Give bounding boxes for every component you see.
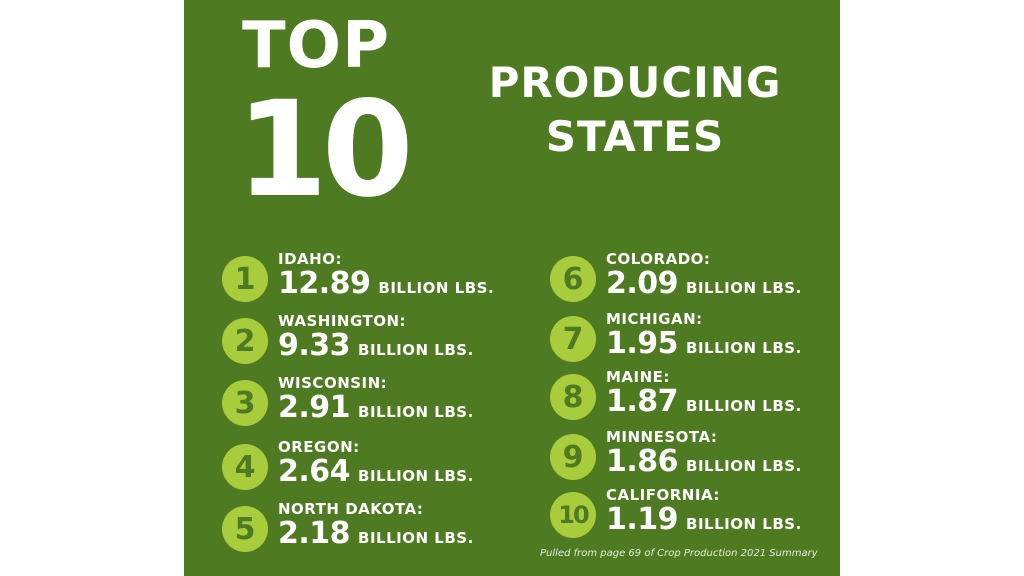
state-name: MICHIGAN: [606,310,703,328]
subtitle-line-1: PRODUCING [488,58,782,107]
value-line: 1.86 BILLION LBS. [606,444,802,479]
value-line: 1.95 BILLION LBS. [606,326,802,361]
rank-badge: 4 [222,444,268,490]
value-line: 1.87 BILLION LBS. [606,384,802,419]
rank-badge: 5 [222,506,268,552]
state-name: MAINE: [606,368,670,386]
state-name: WASHINGTON: [278,312,407,330]
value-line: 2.91 BILLION LBS. [278,390,474,425]
source-footnote: Pulled from page 69 of Crop Production 2… [540,548,818,559]
unit-label: BILLION LBS. [686,279,802,297]
production-value: 12.89 [278,266,371,301]
production-value: 1.86 [606,444,679,479]
production-value: 1.19 [606,502,679,537]
state-name: CALIFORNIA: [606,486,720,504]
title-top: TOP [242,9,390,83]
unit-label: BILLION LBS. [686,457,802,475]
production-value: 2.91 [278,390,351,425]
production-value: 2.18 [278,516,351,551]
unit-label: BILLION LBS. [358,529,474,547]
production-value: 2.64 [278,454,351,489]
infographic-panel: TOP 10 PRODUCING STATES 1 IDAHO: 12.89 BI… [184,0,840,576]
rank-badge: 7 [550,316,596,362]
subtitle-line-2: STATES [545,112,725,161]
production-value: 1.95 [606,326,679,361]
rank-badge: 1 [222,256,268,302]
unit-label: BILLION LBS. [378,279,495,297]
rank-badge: 3 [222,380,268,426]
unit-label: BILLION LBS. [358,467,474,485]
value-line: 2.09 BILLION LBS. [606,266,802,301]
value-line: 1.19 BILLION LBS. [606,502,802,537]
unit-label: BILLION LBS. [358,403,474,421]
state-name: COLORADO: [606,250,711,268]
unit-label: BILLION LBS. [358,341,474,359]
rank-badge: 8 [550,374,596,420]
unit-label: BILLION LBS. [686,397,802,415]
title-number: 10 [236,73,414,227]
unit-label: BILLION LBS. [686,515,802,533]
state-name: OREGON: [278,438,360,456]
production-value: 2.09 [606,266,679,301]
value-line: 2.18 BILLION LBS. [278,516,474,551]
state-name: NORTH DAKOTA: [278,500,424,518]
rank-badge: 2 [222,318,268,364]
rank-badge: 6 [550,256,596,302]
production-value: 9.33 [278,328,351,363]
state-name: WISCONSIN: [278,374,388,392]
state-name: MINNESOTA: [606,428,718,446]
value-line: 2.64 BILLION LBS. [278,454,474,489]
value-line: 12.89 BILLION LBS. [278,266,494,301]
rank-badge: 9 [550,434,596,480]
title-subtitle: PRODUCING STATES [460,56,810,164]
value-line: 9.33 BILLION LBS. [278,328,474,363]
unit-label: BILLION LBS. [686,339,802,357]
state-name: IDAHO: [278,250,342,268]
production-value: 1.87 [606,384,679,419]
rank-badge: 10 [550,492,596,538]
